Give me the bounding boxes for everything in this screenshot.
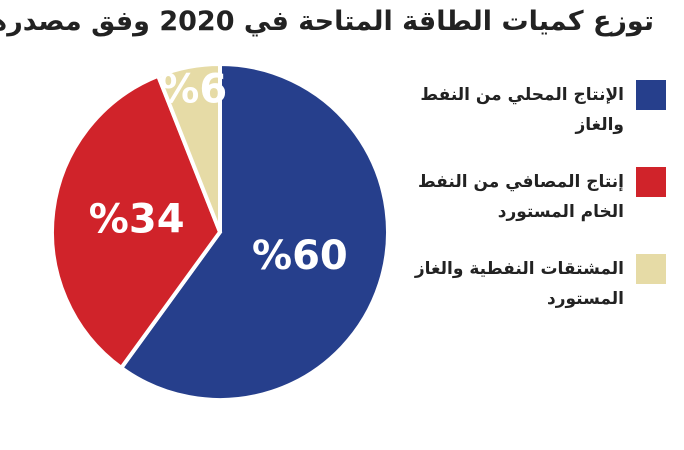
legend-swatch [636, 254, 666, 284]
value-label: %6 [159, 67, 227, 113]
pie-slice [118, 61, 390, 402]
legend-item: إنتاج المصافي من النفط الخام المستورد [376, 167, 666, 227]
legend-label: المشتقات النفطية والغاز المستورد [414, 259, 624, 309]
legend-item: المشتقات النفطية والغاز المستورد [376, 254, 666, 314]
pie-slice [155, 61, 222, 233]
legend-item: الإنتاج المحلي من النفط والغاز [376, 80, 666, 140]
legend-label: الإنتاج المحلي من النفط والغاز [420, 85, 624, 135]
legend-swatch [636, 80, 666, 110]
legend-swatch [636, 167, 666, 197]
legend-label: إنتاج المصافي من النفط الخام المستورد [417, 172, 624, 222]
chart-title: توزع كميات الطاقة المتاحة في 2020 وفق مص… [0, 6, 654, 37]
pie-slice [50, 73, 223, 371]
value-label: %60 [252, 233, 348, 279]
value-label: %34 [89, 196, 185, 242]
